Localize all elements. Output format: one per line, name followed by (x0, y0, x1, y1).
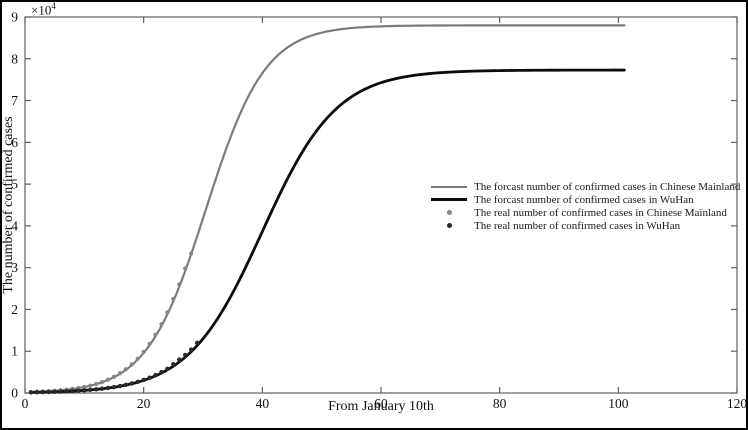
y-tick-label: 0 (11, 386, 18, 401)
legend-marker-cell (431, 223, 467, 228)
data-point-real-wuhan (76, 388, 81, 393)
data-point-real-wuhan (177, 357, 182, 362)
dots-real-chinese-mainland (28, 251, 194, 395)
y-tick-label: 3 (11, 260, 18, 275)
data-point-real-wuhan (94, 387, 99, 392)
y-tick-label: 9 (11, 10, 18, 25)
y-tick-label: 6 (11, 135, 18, 150)
data-point-real-chinese-mainland (111, 374, 117, 379)
y-tick-label: 8 (11, 51, 18, 66)
y-axis-multiplier: ×104 (31, 1, 56, 18)
data-point-real-wuhan (82, 388, 87, 393)
data-point-real-wuhan (188, 347, 194, 352)
legend-marker-cell (431, 198, 467, 201)
data-point-real-wuhan (171, 361, 176, 367)
x-tick-label: 120 (727, 396, 748, 411)
x-tick-label: 60 (374, 396, 388, 411)
data-point-real-chinese-mainland (100, 379, 105, 385)
data-point-real-chinese-mainland (171, 296, 176, 302)
legend-line-marker (431, 198, 467, 201)
legend-item: The forcast number of confirmed cases in… (431, 180, 740, 193)
curve-forecast-chinese-mainland (29, 24, 626, 394)
legend-line-marker (431, 185, 467, 188)
legend-item: The forcast number of confirmed cases in… (431, 193, 740, 206)
data-point-real-chinese-mainland (105, 377, 111, 382)
legend: The forcast number of confirmed cases in… (431, 180, 740, 232)
x-tick-label: 100 (608, 396, 629, 411)
data-point-real-wuhan (99, 386, 105, 391)
x-tick-label: 20 (137, 396, 151, 411)
data-point-real-wuhan (135, 379, 140, 385)
legend-item-label: The real number of confirmed cases in Ch… (474, 206, 727, 219)
data-point-real-wuhan (165, 366, 170, 371)
data-point-real-wuhan (117, 383, 123, 389)
legend-dot-marker (446, 210, 452, 215)
data-point-real-chinese-mainland (94, 381, 99, 387)
data-point-real-chinese-mainland (117, 371, 123, 376)
legend-item: The real number of confirmed cases in Wu… (431, 219, 740, 232)
legend-item-label: The forcast number of confirmed cases in… (474, 180, 741, 193)
data-point-real-wuhan (58, 389, 63, 394)
data-point-real-wuhan (52, 389, 57, 394)
data-point-real-wuhan (111, 384, 117, 390)
legend-dot-marker (446, 223, 452, 228)
data-point-real-wuhan (147, 375, 152, 380)
data-point-real-wuhan (28, 390, 34, 395)
x-tick-label: 80 (493, 396, 507, 411)
legend-item-label: The forcast number of confirmed cases in… (474, 193, 694, 206)
data-point-real-wuhan (153, 372, 158, 378)
data-point-real-chinese-mainland (123, 367, 128, 372)
data-point-real-wuhan (40, 389, 45, 395)
data-point-real-chinese-mainland (147, 341, 152, 347)
data-point-real-wuhan (194, 340, 200, 346)
x-tick-label: 0 (22, 396, 29, 411)
data-point-real-chinese-mainland (159, 322, 164, 327)
data-point-real-wuhan (46, 389, 51, 395)
data-point-real-chinese-mainland (189, 251, 194, 256)
data-point-real-wuhan (64, 389, 69, 394)
data-point-real-chinese-mainland (141, 349, 146, 354)
data-point-real-chinese-mainland (183, 266, 188, 271)
y-tick-label: 2 (11, 302, 18, 317)
y-tick-label: 1 (11, 344, 18, 359)
y-tick-label: 7 (11, 93, 18, 108)
data-point-real-wuhan (141, 377, 146, 383)
y-axis-multiplier-exponent: 4 (51, 1, 56, 11)
data-point-real-chinese-mainland (88, 383, 93, 388)
legend-item-label: The real number of confirmed cases in Wu… (474, 219, 681, 232)
data-point-real-wuhan (105, 385, 111, 391)
legend-item: The real number of confirmed cases in Ch… (431, 206, 740, 219)
y-tick-label: 4 (11, 218, 18, 233)
x-axis-label: From January 10th (328, 399, 434, 414)
legend-marker-cell (431, 185, 467, 188)
data-point-real-chinese-mainland (129, 362, 134, 367)
data-point-real-wuhan (123, 382, 129, 388)
data-point-real-wuhan (129, 381, 134, 386)
legend-marker-cell (431, 210, 467, 215)
data-point-real-wuhan (34, 390, 40, 395)
data-point-real-chinese-mainland (153, 332, 158, 337)
data-point-real-wuhan (70, 388, 75, 394)
data-point-real-wuhan (88, 387, 93, 393)
y-tick-label: 5 (11, 177, 18, 192)
data-point-real-chinese-mainland (177, 282, 182, 287)
data-point-real-chinese-mainland (165, 310, 170, 315)
data-point-real-wuhan (159, 369, 164, 375)
x-tick-label: 40 (256, 396, 270, 411)
data-point-real-chinese-mainland (135, 356, 140, 361)
data-point-real-wuhan (183, 352, 188, 358)
y-axis-multiplier-base: ×10 (31, 2, 52, 18)
dots-real-wuhan (28, 340, 200, 395)
y-axis-label: The number of confirmed cases (1, 116, 16, 294)
data-point-real-chinese-mainland (82, 384, 87, 389)
